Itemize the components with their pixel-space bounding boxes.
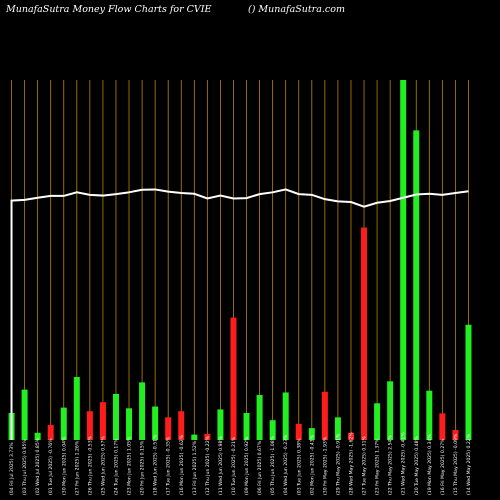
price-line-layer — [10, 188, 469, 440]
money-flow-bar — [426, 390, 433, 440]
money-flow-bar — [361, 227, 368, 440]
money-flow-bar — [204, 433, 211, 440]
x-tick-label: (06 Fri Jun 2025) 0.67% — [257, 440, 263, 495]
x-tick-label: (21 Wed May 2025) -0.41% — [401, 432, 407, 495]
x-tick-label: (24 Tue Jun 2025) 0.17% — [113, 438, 119, 495]
x-tick-label: (29 Thu May 2025) -0.91% — [335, 433, 341, 495]
money-flow-bar — [126, 408, 133, 440]
site-attribution: () MunafaSutra.com — [248, 4, 345, 15]
x-tick-label: (02 Mon Jun 2025) -0.43% — [309, 434, 315, 495]
money-flow-bar — [413, 130, 420, 440]
money-flow-bar — [282, 392, 289, 440]
money-flow-bar — [191, 434, 198, 440]
money-flow-bar — [139, 382, 146, 440]
money-flow-bar — [321, 391, 328, 440]
x-tick-label: (14 Wed May 2025) 0.22% — [466, 433, 472, 495]
x-tick-label: (16 Mon Jun 2025) -0.62% — [179, 434, 185, 495]
x-tick-label: (09 Mon Jun 2025) 0.92% — [244, 436, 250, 495]
x-tick-label: (26 Thu Jun 2025) -0.53% — [87, 435, 93, 495]
x-tick-label: (19 Mon May 2025) 0.34% — [427, 434, 433, 495]
x-tick-label: (11 Wed Jun 2025) 0.98% — [218, 436, 224, 495]
money-flow-bars — [8, 80, 472, 440]
money-flow-bar — [47, 424, 54, 440]
money-flow-bar — [400, 80, 407, 440]
x-tick-label: (02 Wed Jul 2025) 0.85% — [35, 437, 41, 495]
money-flow-bar — [178, 411, 185, 440]
chart-title: MunafaSutra Money Flow Charts for CVIE — [6, 4, 212, 15]
x-tick-label: (05 Thu Jun 2025) -1.08% — [270, 435, 276, 495]
money-flow-bar — [374, 403, 381, 440]
money-flow-bar — [60, 407, 67, 440]
x-tick-label: (20 Tue May 2025) 0.48% — [414, 435, 420, 495]
money-flow-bar — [334, 417, 341, 440]
money-flow-bar — [387, 381, 394, 440]
x-tick-label: (28 Wed May 2025) -1.62% — [348, 432, 354, 495]
grid-lines — [11, 80, 469, 440]
x-tick-label: (01 Tue Jul 2025) -0.76% — [48, 438, 54, 495]
money-flow-bar — [230, 317, 237, 440]
money-flow-bar — [112, 393, 119, 440]
price-line — [10, 188, 469, 440]
money-flow-bar — [34, 432, 41, 440]
money-flow-bar — [308, 428, 315, 440]
money-flow-bar — [295, 423, 302, 440]
x-tick-label: (27 Tue May 2025) 0.31% — [362, 435, 368, 495]
x-tick-label: (12 Thu Jun 2025) -0.22% — [205, 435, 211, 495]
x-tick-label: (18 Wed Jun 2025) -0.51% — [153, 434, 159, 495]
money-flow-bar — [165, 417, 172, 440]
money-flow-bar — [256, 395, 263, 440]
money-flow-bar — [152, 406, 159, 440]
money-flow-bar — [21, 389, 28, 440]
x-tick-label: (03 Tue Jun 2025) 0.38% — [296, 438, 302, 495]
x-tick-label: (17 Tue Jun 2025) -0.35% — [166, 436, 172, 495]
x-tick-label: (22 Thu May 2025) 2.54% — [388, 435, 394, 495]
money-flow-bar — [217, 409, 224, 440]
money-flow-bar — [452, 429, 459, 440]
x-tick-label: (20 Fri Jun 2025) 0.15% — [140, 440, 146, 495]
money-flow-bar — [243, 413, 250, 440]
x-tick-label: (04 Wed Jun 2025) -0.23% — [283, 434, 289, 495]
x-tick-label: (03 Thu Jul 2025) 0.95% — [22, 439, 28, 495]
x-tick-label: (25 Wed Jun 2025) 0.57% — [100, 436, 106, 495]
money-flow-bar — [465, 324, 472, 440]
x-tick-label: (04 Fri Jul 2025) 3.73% — [9, 442, 15, 495]
x-axis-labels: (04 Fri Jul 2025) 3.73% (03 Thu Jul 2025)… — [9, 432, 472, 495]
x-tick-label: (27 Fri Jun 2025) 1.26% — [74, 440, 80, 495]
x-tick-label: (23 Fri May 2025) 1.37% — [375, 438, 381, 495]
money-flow-bar — [439, 413, 446, 440]
money-flow-bar — [86, 411, 93, 440]
x-tick-label: (23 Mon Jun 2025) 1.05% — [127, 436, 133, 495]
x-tick-label: (13 Fri Jun 2025) 1.52% — [192, 440, 198, 495]
x-tick-label: (30 Mon Jun 2025) 0.04% — [61, 436, 67, 495]
x-tick-label: (30 Fri May 2025) -1.93% — [322, 436, 328, 495]
money-flow-bar — [269, 420, 276, 440]
x-tick-label: (16 Fri May 2025) 0.27% — [440, 438, 446, 495]
x-tick-label: (10 Tue Jun 2025) -0.21% — [231, 436, 237, 495]
x-tick-label: (15 Thu May 2025) -0.09% — [453, 433, 459, 495]
money-flow-bar — [73, 377, 80, 440]
money-flow-bar — [347, 432, 354, 440]
money-flow-bar — [99, 402, 106, 440]
